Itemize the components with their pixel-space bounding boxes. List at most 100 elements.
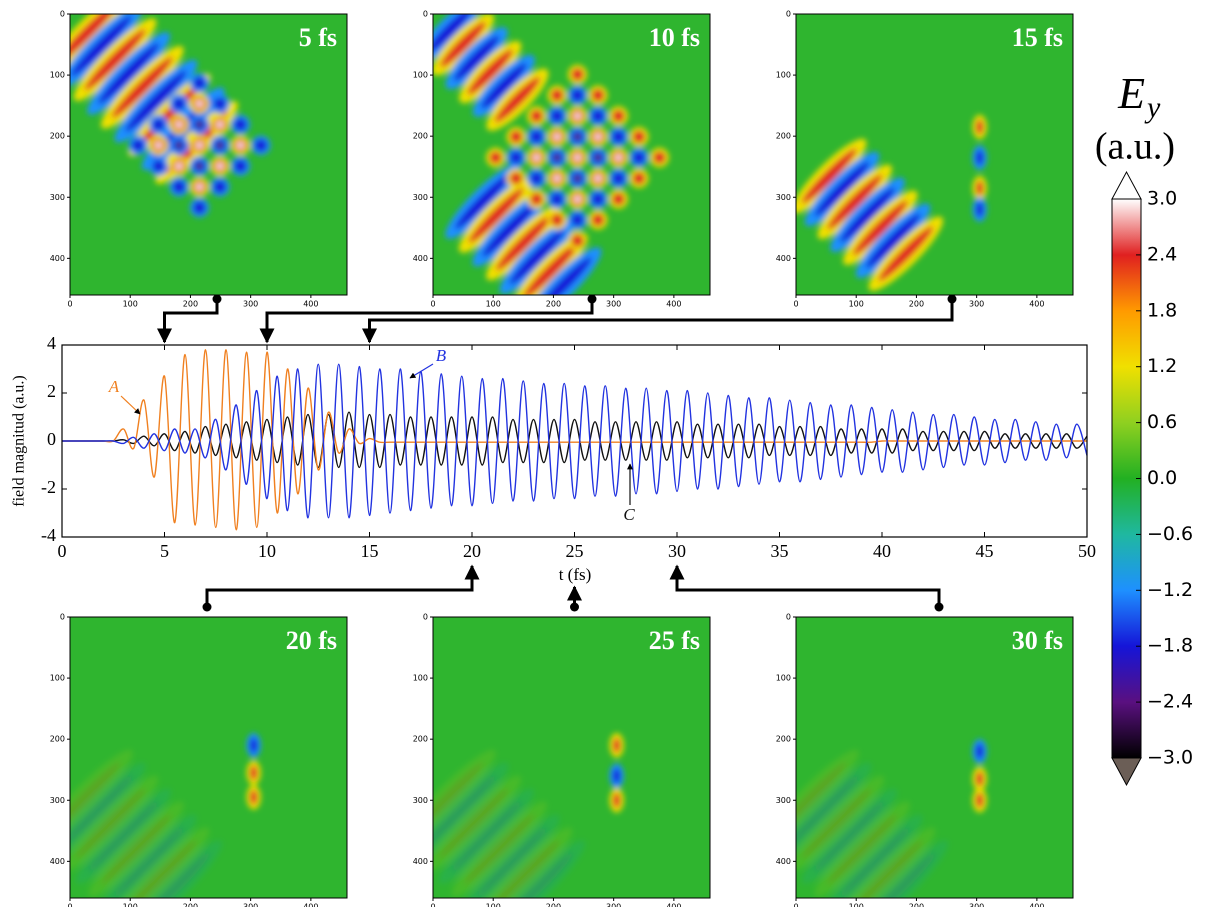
x-tick-label: 100	[123, 300, 138, 309]
panel-title: 15 fs	[1012, 23, 1063, 52]
field-blob	[176, 142, 182, 148]
x-tick-label: 300	[969, 903, 984, 907]
panel-title: 25 fs	[649, 626, 700, 655]
x-tick-label: 400	[1029, 903, 1044, 907]
y-tick-label: 300	[413, 193, 428, 202]
field-blob	[196, 101, 202, 107]
field-blob	[152, 118, 164, 130]
field-blob	[595, 155, 601, 161]
y-tick-label: 200	[776, 132, 791, 141]
x-tick-label: 100	[123, 903, 138, 907]
x-tick-label: 10	[258, 541, 276, 561]
field-blob	[976, 150, 983, 165]
field-blob	[575, 155, 581, 161]
colorbar-tick-label: −0.6	[1147, 523, 1193, 545]
y-tick-label: -2	[41, 477, 56, 497]
field-blob	[595, 134, 601, 140]
y-tick-label: 0	[423, 613, 428, 622]
field-blob	[534, 155, 540, 161]
field-blob	[575, 134, 581, 140]
field-blob	[531, 131, 543, 143]
series-label: B	[436, 346, 447, 365]
field-blob	[572, 214, 584, 226]
field-blob	[196, 142, 202, 148]
y-tick-label: 200	[50, 735, 65, 744]
field-blob	[976, 120, 983, 135]
field-blob	[250, 765, 257, 780]
field-blob	[613, 768, 620, 783]
field-blob	[976, 181, 983, 196]
field-blob	[234, 160, 246, 172]
field-blob	[214, 98, 226, 110]
x-tick-label: 50	[1078, 541, 1096, 561]
y-tick-label: 0	[60, 10, 65, 19]
x-tick-label: 15	[361, 541, 379, 561]
y-tick-label: 400	[50, 254, 65, 263]
y-tick-label: 200	[776, 735, 791, 744]
field-blob	[196, 163, 202, 169]
field-blob	[976, 744, 983, 759]
field-blob	[554, 134, 560, 140]
y-tick-label: 200	[413, 132, 428, 141]
field-blob	[250, 738, 257, 753]
x-tick-label: 200	[546, 300, 561, 309]
field-blob	[237, 142, 243, 148]
x-tick-label: 300	[606, 903, 621, 907]
y-tick-label: 100	[776, 674, 791, 683]
field-blob	[173, 181, 185, 193]
field-blob	[531, 110, 543, 122]
colorbar-tick-label: 0.6	[1147, 411, 1177, 433]
x-tick-label: 20	[463, 541, 481, 561]
x-tick-label: 40	[873, 541, 891, 561]
colorbar-tick-label: 0.0	[1147, 467, 1177, 489]
field-blob	[633, 131, 645, 143]
field-blob	[572, 89, 584, 101]
x-tick-label: 200	[183, 300, 198, 309]
x-tick-label: 400	[666, 903, 681, 907]
field-blob	[173, 98, 185, 110]
field-blob	[132, 139, 144, 151]
colorbar-tick-label: −2.4	[1147, 691, 1193, 713]
x-tick-label: 300	[606, 300, 621, 309]
x-tick-label: 200	[183, 903, 198, 907]
y-tick-label: 4	[47, 333, 56, 353]
y-tick-label: 100	[413, 71, 428, 80]
field-blob	[592, 193, 604, 205]
panel-title: 10 fs	[649, 23, 700, 52]
field-map	[393, 617, 710, 907]
y-tick-label: 0	[423, 10, 428, 19]
x-tick-label: 45	[976, 541, 994, 561]
field-blob	[572, 235, 584, 247]
field-blob	[510, 172, 522, 184]
y-tick-label: 300	[50, 193, 65, 202]
x-tick-label: 25	[566, 541, 584, 561]
field-blob	[575, 196, 581, 202]
x-tick-label: 400	[303, 300, 318, 309]
field-blob	[531, 172, 543, 184]
y-tick-label: 0	[786, 613, 791, 622]
series-label: A	[108, 377, 120, 396]
field-blob	[193, 77, 205, 89]
field-blob	[615, 155, 621, 161]
x-tick-label: 100	[486, 903, 501, 907]
field-blob	[613, 738, 620, 753]
annotation-arrow	[121, 396, 140, 414]
panel-title: 20 fs	[286, 626, 337, 655]
colorbar-over	[1112, 172, 1141, 199]
field-blob	[572, 68, 584, 80]
y-tick-label: 400	[50, 857, 65, 866]
colorbar-symbol: E	[1117, 69, 1145, 118]
field-blob	[633, 151, 645, 163]
colorbar-tick-label: 1.8	[1147, 299, 1177, 321]
field-blob	[217, 142, 223, 148]
field-blob	[976, 793, 983, 808]
colorbar-tick-label: 1.2	[1147, 355, 1177, 377]
colorbar-tick-label: −1.8	[1147, 635, 1193, 657]
field-blob	[551, 214, 563, 226]
x-tick-label: 5	[160, 541, 169, 561]
field-blob	[176, 122, 182, 128]
x-tick-label: 400	[1029, 300, 1044, 309]
x-tick-label: 30	[668, 541, 686, 561]
panel-title: 30 fs	[1012, 626, 1063, 655]
field-blob	[196, 184, 202, 190]
